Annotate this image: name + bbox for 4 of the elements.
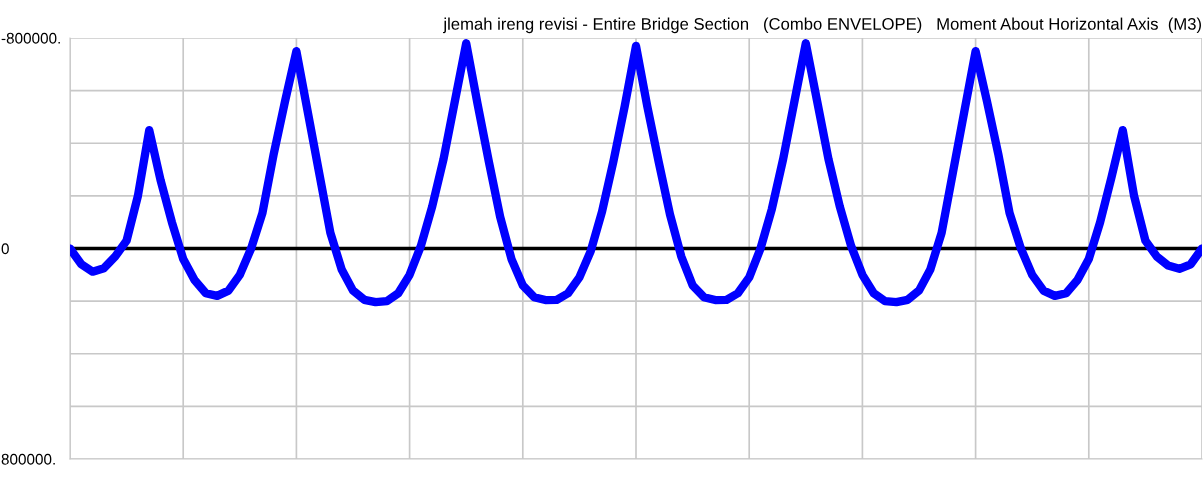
y-tick-label: 800000. bbox=[1, 453, 55, 465]
chart-title: jlemah ireng revisi - Entire Bridge Section (Combo ENVELOPE) Moment About Horizontal Axis (M3) bbox=[443, 17, 1201, 34]
y-tick-label: 0 bbox=[1, 243, 9, 255]
y-tick-label: -800000. bbox=[1, 32, 60, 44]
